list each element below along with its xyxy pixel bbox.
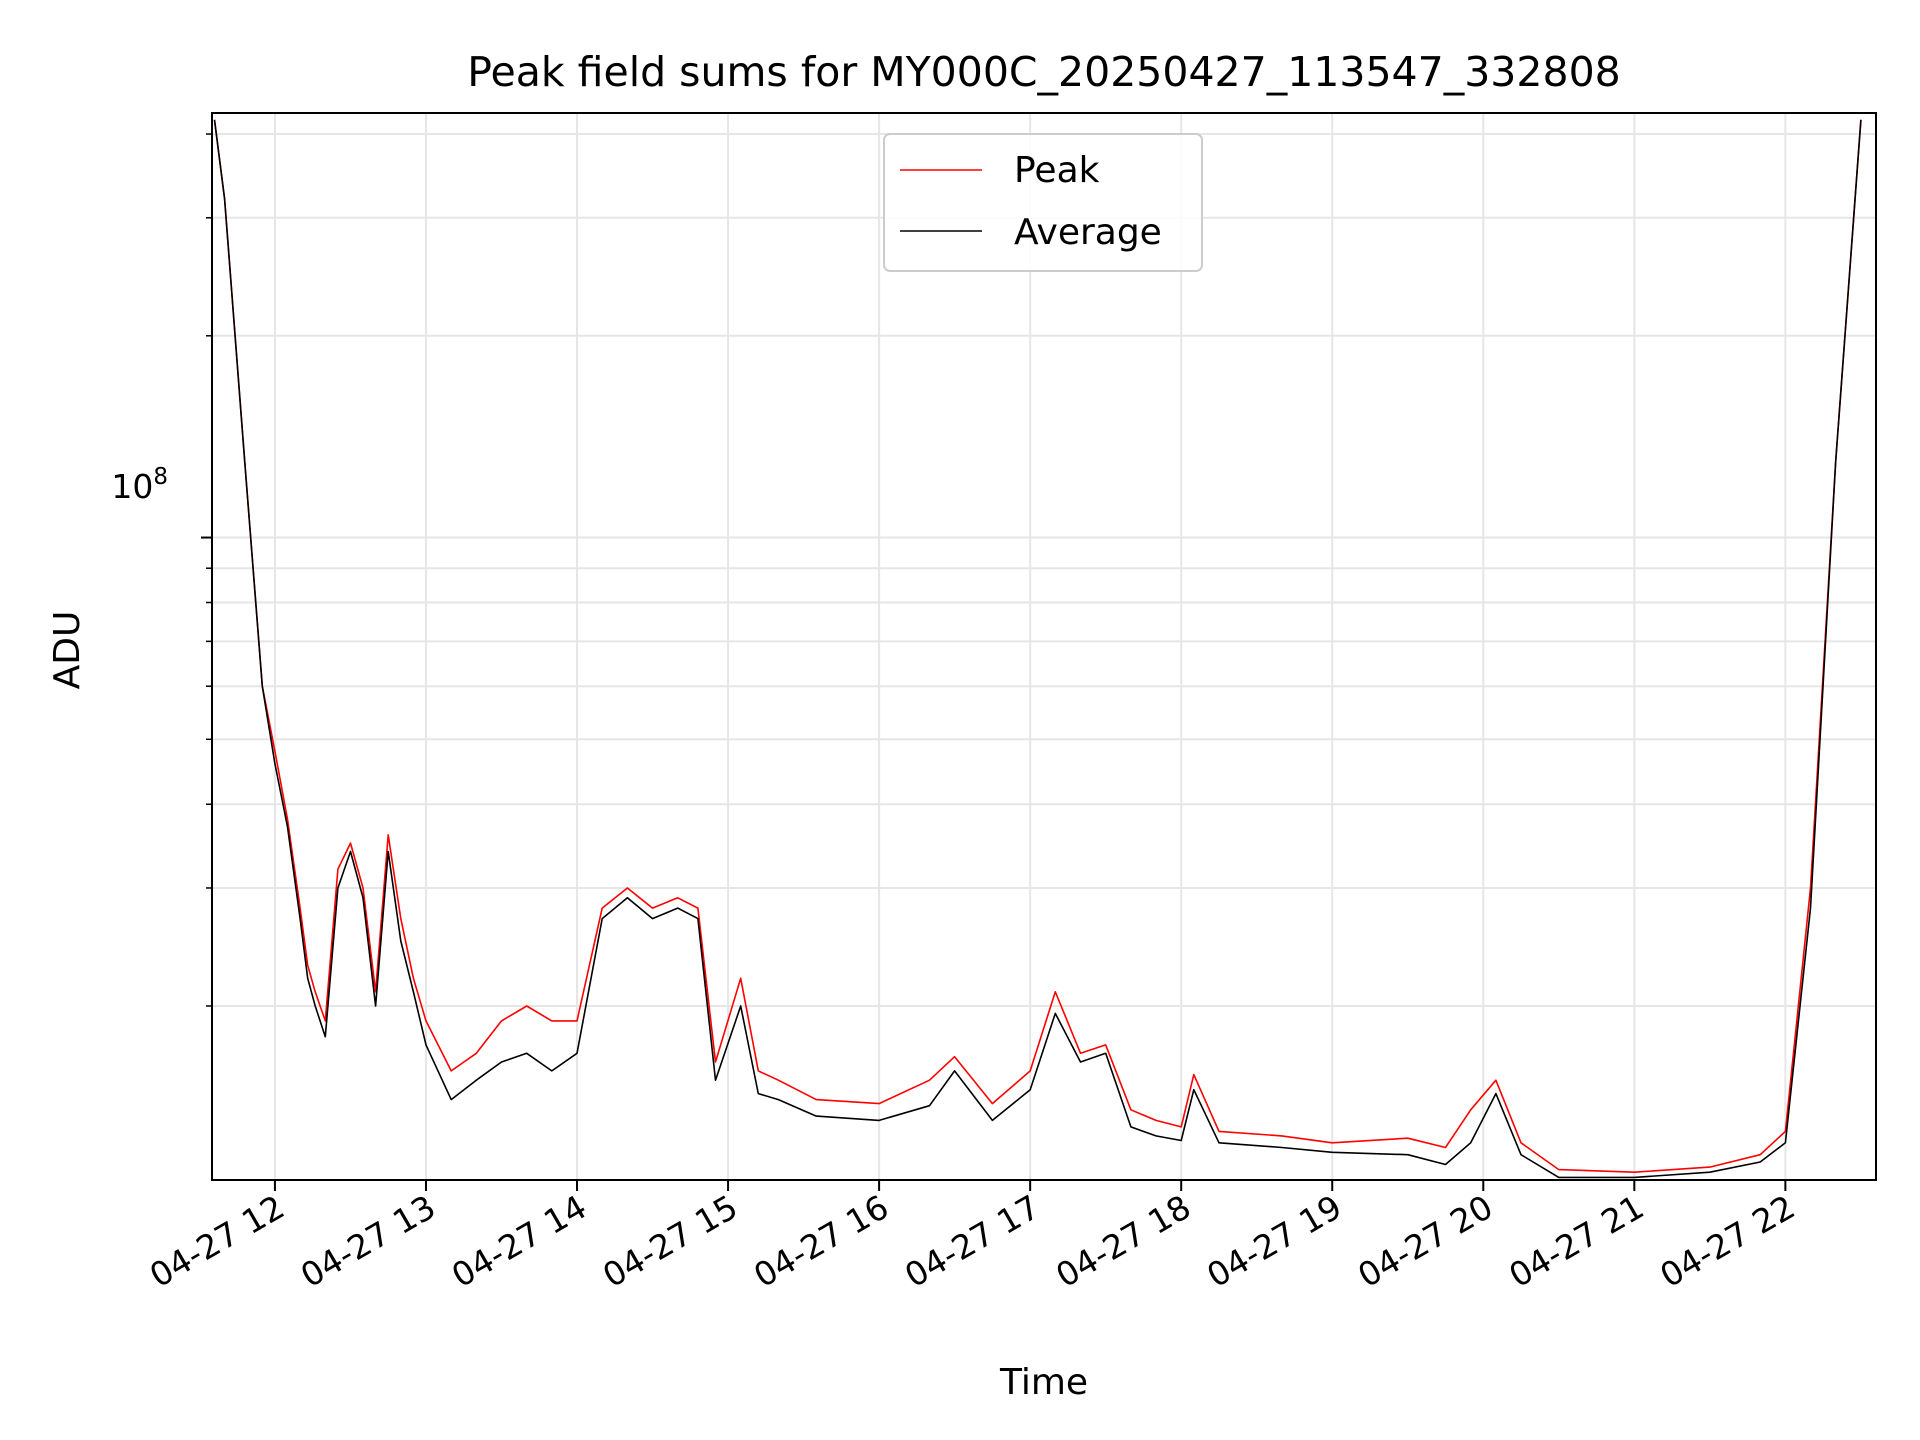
y-axis-label: ADU: [47, 611, 88, 690]
x-axis-label: Time: [999, 1362, 1088, 1403]
legend-box: [883, 133, 1203, 272]
legend-label-peak: Peak: [1014, 150, 1100, 191]
series-layer: [213, 119, 1862, 1179]
legend-label-average: Average: [1014, 212, 1162, 253]
series-line-average: [213, 119, 1862, 1179]
y-axis-ticks: [201, 133, 212, 1007]
chart-title: Peak field sums for MY000C_20250427_1135…: [467, 48, 1621, 96]
y-tick-label-1e8: 108: [111, 464, 168, 506]
series-line-peak: [213, 119, 1862, 1173]
plot-frame: [211, 112, 1877, 1181]
legend: Peak Average: [883, 133, 1203, 272]
